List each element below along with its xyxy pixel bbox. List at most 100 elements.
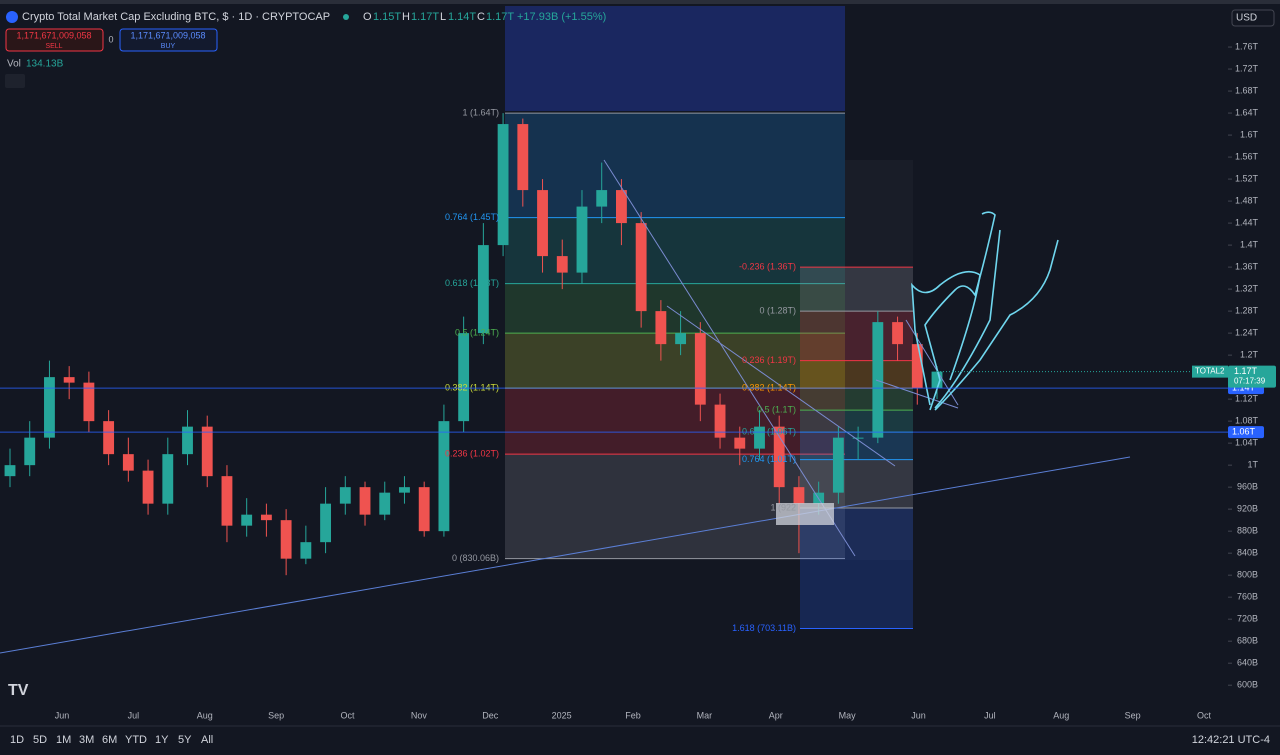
sell-button[interactable] bbox=[5, 28, 104, 52]
candle-body bbox=[122, 454, 134, 471]
y-tick-label: 1.76T bbox=[1235, 41, 1259, 51]
y-tick-label: 880B bbox=[1237, 526, 1258, 536]
candle-body bbox=[201, 426, 213, 477]
y-tick-label: 1.28T bbox=[1235, 305, 1259, 315]
candle-body bbox=[438, 421, 450, 532]
trend-line[interactable] bbox=[603, 159, 856, 557]
ohlc-label: L bbox=[440, 11, 446, 23]
fib-zone bbox=[505, 113, 845, 218]
change: +17.93B (+1.55%) bbox=[517, 11, 606, 23]
fib-zone bbox=[505, 283, 845, 334]
ohlc-label: O bbox=[363, 11, 372, 23]
range-button[interactable]: 1M bbox=[56, 734, 71, 746]
price-tag-label: 1.06T bbox=[1232, 427, 1256, 437]
collapse-button[interactable] bbox=[5, 74, 25, 88]
ohlc-value: 1.17T bbox=[411, 11, 439, 23]
range-button[interactable]: 1D bbox=[10, 734, 24, 746]
candle-body bbox=[24, 437, 36, 466]
x-tick-label: Oct bbox=[1197, 710, 1212, 720]
fib-label: 0 (830.06B) bbox=[452, 553, 499, 563]
candle-body bbox=[300, 542, 312, 559]
candle-body bbox=[773, 426, 785, 488]
y-tick-label: 1.12T bbox=[1235, 394, 1259, 404]
trend-line[interactable] bbox=[875, 379, 959, 409]
range-button[interactable]: YTD bbox=[125, 734, 147, 746]
buy-button[interactable] bbox=[119, 28, 218, 52]
range-button[interactable]: 6M bbox=[102, 734, 117, 746]
candle-body bbox=[63, 377, 75, 383]
fib-label: 0.5 (1.24T) bbox=[455, 327, 499, 337]
drawing[interactable] bbox=[911, 270, 981, 406]
highlight-box[interactable] bbox=[776, 503, 834, 525]
range-button[interactable]: 3M bbox=[79, 734, 94, 746]
y-tick-label: 1.4T bbox=[1240, 239, 1259, 249]
drawing-labels: 1 (1.64T) 0.764 (1.45T) 0.618 (1.33T) 0.5 (… bbox=[0, 107, 1276, 720]
candle-body bbox=[399, 487, 410, 493]
currency[interactable]: USD bbox=[1236, 13, 1257, 24]
candle-body bbox=[4, 465, 16, 477]
candle-body bbox=[142, 470, 154, 504]
candle-body bbox=[260, 514, 272, 521]
candle-body bbox=[537, 190, 548, 257]
fib-zone bbox=[800, 360, 913, 389]
y-tick-label: 1.32T bbox=[1235, 283, 1259, 293]
candle-body bbox=[477, 245, 489, 334]
candle-body bbox=[379, 492, 391, 515]
y-tick-label: 800B bbox=[1237, 570, 1258, 580]
x-tick-label: Jun bbox=[911, 710, 926, 720]
candle-body bbox=[44, 377, 55, 438]
candle-body bbox=[754, 426, 765, 449]
ohlc-value: 1.14T bbox=[448, 11, 476, 23]
y-tick-label: 1.04T bbox=[1235, 438, 1259, 448]
x-tick-label: Jul bbox=[984, 710, 996, 720]
drawing[interactable] bbox=[924, 211, 996, 411]
fib-label: 0.236 (1.02T) bbox=[445, 449, 499, 459]
bottom-toolbar bbox=[0, 727, 1280, 755]
candle-body bbox=[241, 514, 253, 526]
candle-body bbox=[852, 437, 864, 439]
range-button[interactable]: 1Y bbox=[155, 734, 169, 746]
candle-body bbox=[931, 371, 943, 389]
sell-price: 1,171,671,009,058 bbox=[16, 30, 91, 40]
ohlc-label: H bbox=[402, 11, 410, 23]
candle-body bbox=[596, 190, 608, 207]
range-button[interactable]: 5D bbox=[33, 734, 47, 746]
candle-body bbox=[517, 124, 529, 191]
y-tick-label: 1.08T bbox=[1235, 416, 1259, 426]
currency-select[interactable] bbox=[1231, 9, 1275, 27]
fib-extension-zone bbox=[505, 6, 845, 111]
y-tick-label: 1T bbox=[1247, 460, 1258, 470]
candle-body bbox=[182, 426, 193, 455]
y-tick-label: 1.68T bbox=[1235, 85, 1259, 95]
sell-label: SELL bbox=[45, 43, 62, 50]
y-tick-label: 1.24T bbox=[1235, 327, 1259, 337]
candle-body bbox=[339, 487, 351, 504]
candle-body bbox=[714, 404, 726, 438]
candle-body bbox=[418, 487, 430, 532]
ohlc-value: 1.15T bbox=[373, 11, 401, 23]
candle-body bbox=[576, 206, 588, 273]
range-button[interactable]: All bbox=[201, 734, 213, 746]
trend-line[interactable] bbox=[0, 456, 1131, 654]
y-tick-label: 760B bbox=[1237, 592, 1258, 602]
candle-body bbox=[103, 421, 115, 455]
vol-value: 134.13B bbox=[26, 59, 64, 70]
range-button[interactable]: 5Y bbox=[178, 734, 192, 746]
candle-body bbox=[694, 333, 706, 405]
ohlc-value: 1.17T bbox=[486, 11, 514, 23]
buy-price: 1,171,671,009,058 bbox=[130, 30, 205, 40]
symbol-icon bbox=[6, 11, 18, 23]
candle-body bbox=[221, 476, 233, 526]
last-price-tag bbox=[1228, 365, 1276, 388]
x-tick-label: Dec bbox=[482, 710, 499, 720]
drawing[interactable] bbox=[934, 229, 1001, 409]
fib-label: 0.382 (1.14T) bbox=[742, 383, 796, 393]
x-tick-label: May bbox=[839, 710, 857, 720]
candle-body bbox=[616, 190, 627, 224]
vol-label: Vol bbox=[7, 59, 21, 70]
trend-line[interactable] bbox=[666, 305, 896, 467]
symbol-title[interactable]: Crypto Total Market Cap Excluding BTC, $… bbox=[22, 11, 330, 23]
fib-zone bbox=[800, 508, 913, 629]
countdown: 07:17:39 bbox=[1234, 377, 1266, 386]
